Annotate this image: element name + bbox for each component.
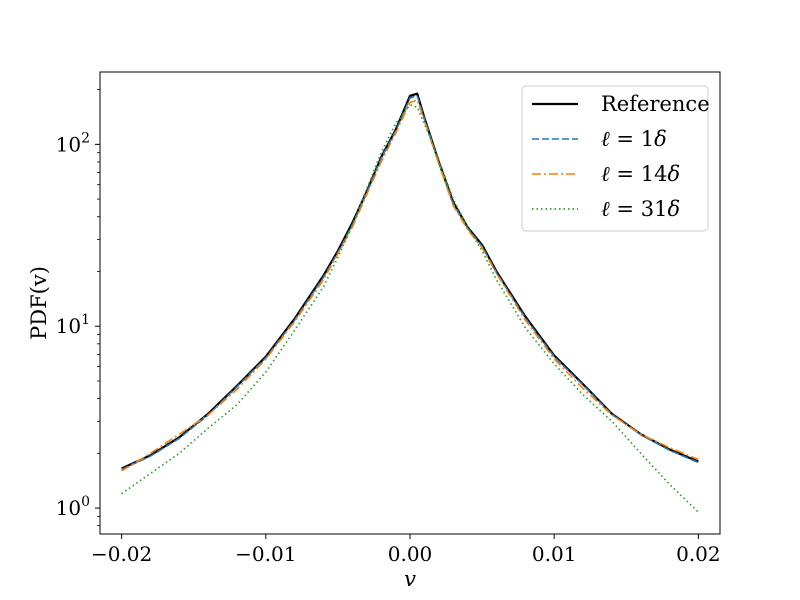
series-line-1 — [121, 94, 699, 471]
x-axis-ticks: −0.02 −0.01 0.00 0.01 0.02 — [91, 534, 721, 566]
series-line-2 — [121, 99, 699, 472]
x-tick-label-2: 0.00 — [388, 542, 433, 566]
series-line-3 — [121, 103, 699, 513]
legend-label-3: ℓ = 31δ — [601, 197, 680, 221]
y-tick-label-0: 100 — [56, 494, 90, 520]
y-axis-ticks: 100 101 102 — [56, 89, 100, 527]
legend-label-1: ℓ = 1δ — [601, 127, 667, 151]
x-tick-label-1: −0.01 — [235, 542, 296, 566]
x-tick-label-0: −0.02 — [91, 542, 152, 566]
x-tick-label-3: 0.01 — [532, 542, 577, 566]
legend: Reference ℓ = 1δ ℓ = 14δ ℓ = 31δ — [521, 85, 710, 232]
x-axis-label: v — [404, 567, 416, 591]
y-tick-label-2: 102 — [56, 130, 90, 156]
x-tick-label-4: 0.02 — [676, 542, 721, 566]
legend-label-2: ℓ = 14δ — [601, 162, 680, 186]
y-axis-label-text: PDF(v) — [27, 266, 51, 340]
legend-label-0: Reference — [601, 92, 710, 116]
y-tick-label-1: 101 — [56, 312, 90, 338]
series-layer — [121, 92, 699, 513]
y-axis-label: PDF(v) — [27, 266, 51, 340]
legend-box — [521, 85, 709, 232]
